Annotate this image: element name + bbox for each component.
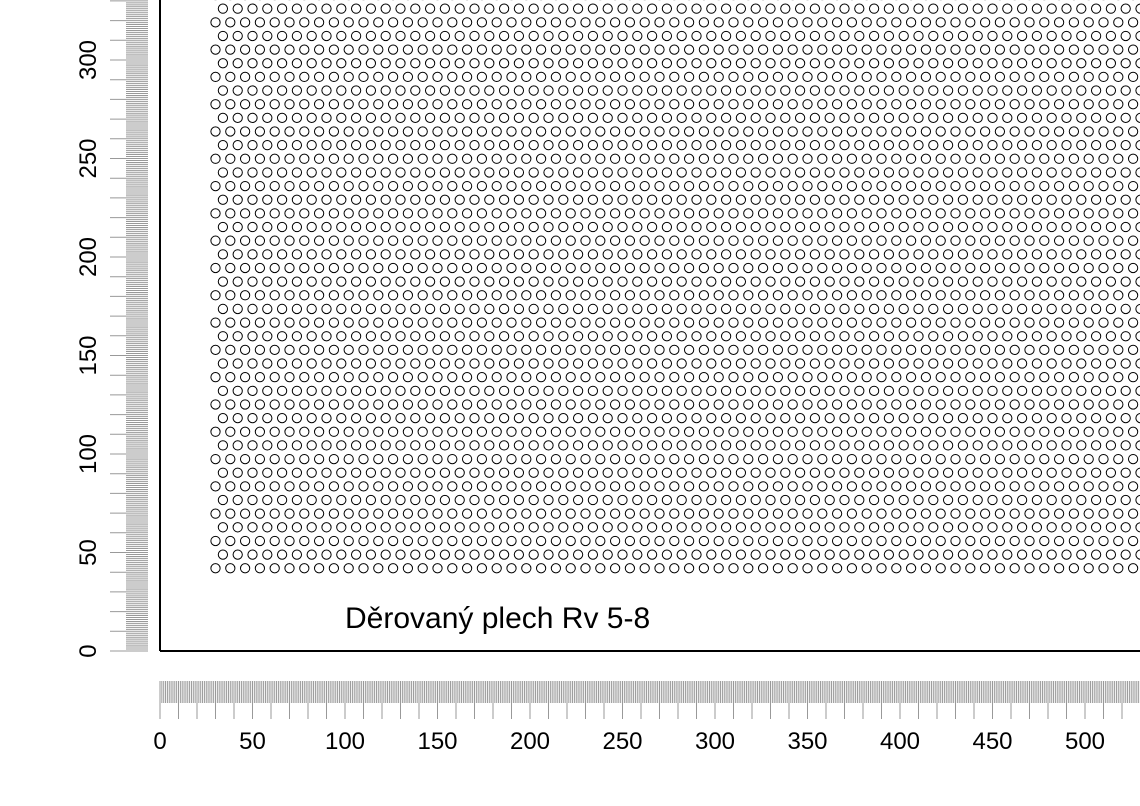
y-tick-label: 0 [75, 644, 102, 657]
x-tick-label: 250 [602, 728, 642, 755]
y-tick-label: 100 [75, 434, 102, 474]
y-tick-label: 250 [75, 138, 102, 178]
x-tick-label: 100 [325, 728, 365, 755]
x-tick-label: 500 [1065, 728, 1105, 755]
y-tick-label: 300 [75, 40, 102, 80]
x-tick-label: 50 [239, 728, 266, 755]
x-tick-label: 150 [417, 728, 457, 755]
x-tick-label: 200 [510, 728, 550, 755]
y-tick-label: 200 [75, 237, 102, 277]
x-tick-label: 0 [153, 728, 166, 755]
y-tick-label: 150 [75, 335, 102, 375]
x-tick-label: 350 [787, 728, 827, 755]
x-ruler: 0 50 100 150 200 250 300 350 400 450 500 [153, 681, 1140, 755]
x-tick-label: 300 [695, 728, 735, 755]
x-tick-label: 400 [880, 728, 920, 755]
y-tick-label: 50 [75, 539, 102, 566]
chart-title: Děrovaný plech Rv 5-8 [345, 602, 650, 635]
y-ruler: 0 50 100 150 200 250 300 [75, 1, 148, 658]
x-tick-label: 450 [972, 728, 1012, 755]
diagram-canvas: Děrovaný plech Rv 5-8 0 50 100 150 200 250 300 3… [0, 0, 1140, 806]
